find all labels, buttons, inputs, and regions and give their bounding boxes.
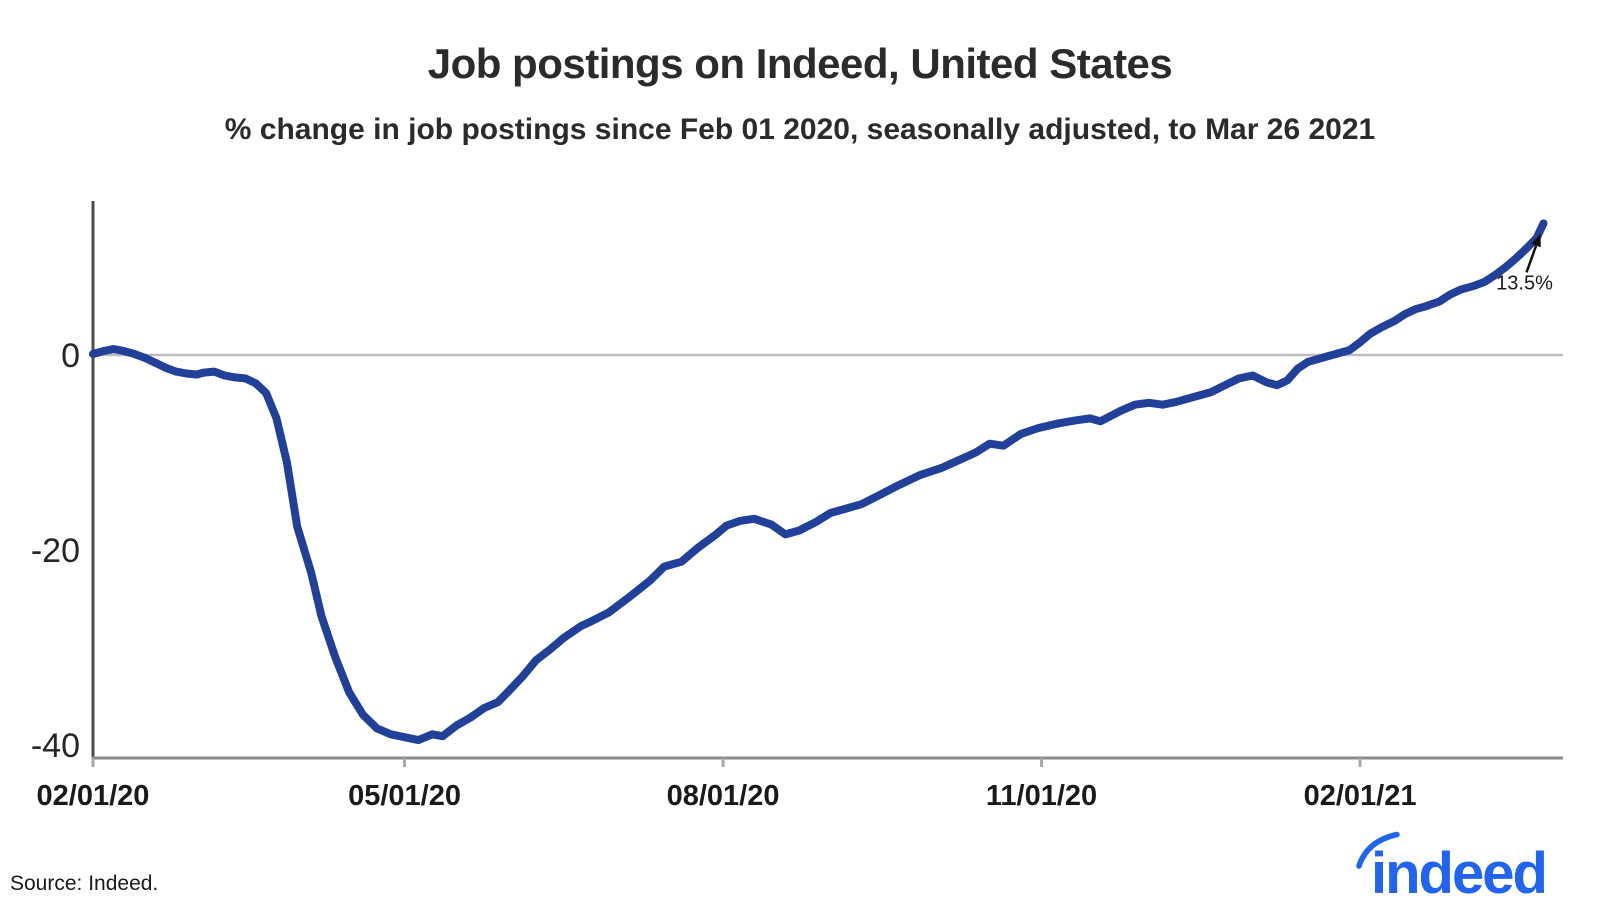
annotation-arrow [1525,245,1538,273]
annotation-arrowhead [1531,233,1541,248]
chart-subtitle: % change in job postings since Feb 01 20… [224,113,1376,146]
indeed-logo: indeed [1356,831,1548,906]
y-tick-label: 0 [61,337,80,375]
x-tick-label: 08/01/20 [667,780,780,812]
x-tick-label: 02/01/21 [1304,780,1417,812]
x-axis-ticks [91,758,1362,767]
x-axis-labels: 02/01/20 05/01/20 08/01/20 11/01/20 02/01/21 [37,780,1417,812]
annotation-group: 13.5% [1496,233,1553,294]
y-tick-label: -20 [31,532,80,570]
source-caption: Source: Indeed. [10,872,159,895]
x-tick-label: 02/01/20 [37,780,150,812]
indeed-logo-text: indeed [1371,841,1546,906]
chart-title: Job postings on Indeed, United States [427,40,1173,87]
y-axis-labels: 0 -20 -40 [31,337,80,765]
indeed-logo-swoosh-icon [1356,831,1400,869]
annotation-label: 13.5% [1496,272,1553,294]
y-tick-label: -40 [31,727,80,765]
x-tick-label: 11/01/20 [986,780,1097,812]
x-tick-label: 05/01/20 [348,780,461,812]
series-line-job-postings [89,219,1548,745]
